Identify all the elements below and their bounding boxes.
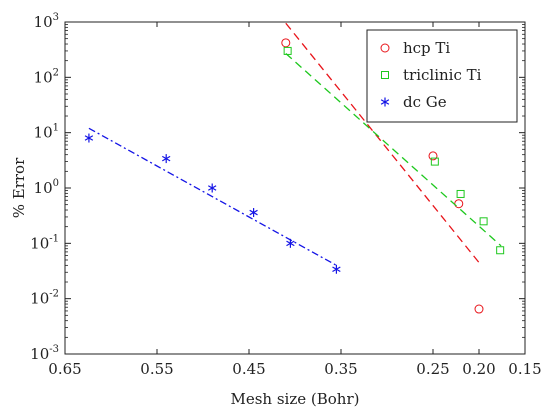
- data-point-dc-ge: [249, 208, 258, 218]
- data-point-dc-ge: [208, 183, 217, 193]
- data-point-triclinic-ti: [283, 46, 292, 55]
- legend-label-hcp-ti: hcp Ti: [403, 39, 450, 57]
- data-point-dc-ge: [162, 154, 171, 164]
- x-axis-label: Mesh size (Bohr): [231, 390, 360, 408]
- plot-layer: [84, 22, 505, 314]
- x-tick-label: 0.20: [462, 360, 495, 378]
- x-tick-label: 0.25: [416, 360, 449, 378]
- data-point-triclinic-ti: [496, 246, 505, 255]
- data-point-triclinic-ti: [456, 189, 465, 198]
- legend: hcp Ti triclinic Ti dc Ge: [366, 29, 518, 123]
- data-point-hcp-ti: [474, 304, 484, 314]
- legend-label-dc-ge: dc Ge: [403, 93, 447, 111]
- data-point-dc-ge: [286, 238, 295, 248]
- x-tick-label: 0.65: [48, 360, 81, 378]
- data-point-hcp-ti: [281, 38, 291, 48]
- data-point-dc-ge: [84, 133, 94, 143]
- axes-layer: 0.65 0.55 0.45 0.35 0.25 0.20 0.15 103 102 101 100…: [30, 12, 542, 378]
- y-tick-label: 102: [34, 67, 59, 86]
- data-point-dc-ge: [332, 264, 341, 274]
- data-point-triclinic-ti: [430, 157, 439, 166]
- y-tick-label: 10-2: [30, 289, 59, 308]
- legend-marker-hcp-ti: [380, 43, 390, 53]
- legend-box: [366, 29, 518, 123]
- y-tick-label: 10-1: [30, 233, 59, 252]
- legend-label-triclinic-ti: triclinic Ti: [403, 66, 482, 84]
- data-point-hcp-ti: [428, 151, 438, 161]
- legend-marker-dc-ge: [380, 97, 390, 107]
- data-point-triclinic-ti: [479, 217, 488, 226]
- x-tick-label: 0.45: [232, 360, 265, 378]
- x-tick-label: 0.15: [508, 360, 541, 378]
- x-tick-label: 0.35: [324, 360, 357, 378]
- fit-line-dc-ge: [88, 127, 337, 266]
- x-tick-label: 0.55: [140, 360, 173, 378]
- data-point-hcp-ti: [454, 199, 464, 209]
- y-axis-label: % Error: [10, 157, 28, 218]
- y-tick-label: 103: [34, 12, 59, 31]
- y-tick-label: 101: [34, 123, 59, 142]
- legend-marker-triclinic-ti: [381, 71, 389, 79]
- y-tick-label: 100: [34, 178, 59, 197]
- y-tick-label: 10-3: [30, 344, 59, 363]
- fit-line-triclinic-ti: [285, 52, 502, 247]
